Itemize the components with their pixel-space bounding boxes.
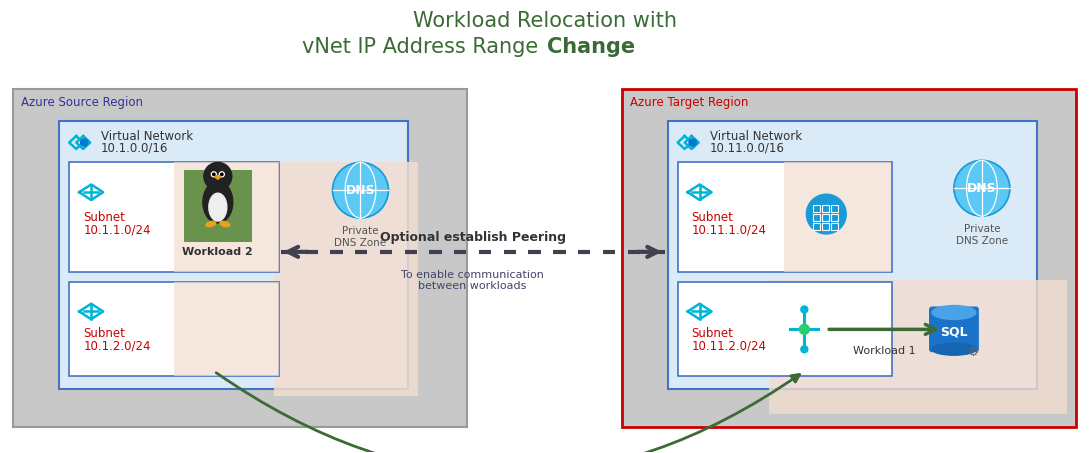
Ellipse shape: [220, 222, 230, 227]
FancyBboxPatch shape: [274, 162, 419, 396]
FancyBboxPatch shape: [678, 162, 892, 272]
Circle shape: [211, 172, 216, 177]
FancyBboxPatch shape: [668, 120, 1037, 389]
FancyBboxPatch shape: [929, 307, 979, 352]
Text: SQL: SQL: [941, 326, 968, 339]
Text: ⚙: ⚙: [968, 346, 980, 359]
Ellipse shape: [206, 222, 216, 227]
FancyBboxPatch shape: [785, 162, 892, 272]
FancyBboxPatch shape: [174, 282, 279, 376]
Text: Subnet: Subnet: [83, 327, 125, 340]
Text: Workload 1: Workload 1: [852, 346, 916, 356]
Text: Subnet: Subnet: [692, 211, 734, 224]
Circle shape: [801, 346, 808, 353]
FancyArrowPatch shape: [216, 373, 799, 453]
Circle shape: [81, 139, 88, 146]
Text: 10.11.0.0/16: 10.11.0.0/16: [710, 142, 785, 155]
Ellipse shape: [209, 193, 227, 221]
Circle shape: [219, 172, 225, 177]
Text: Azure Source Region: Azure Source Region: [22, 96, 144, 109]
Circle shape: [807, 194, 846, 234]
Text: 10.11.2.0/24: 10.11.2.0/24: [692, 340, 766, 353]
FancyBboxPatch shape: [59, 120, 409, 389]
Circle shape: [799, 324, 809, 334]
Text: 10.1.2.0/24: 10.1.2.0/24: [83, 340, 150, 353]
Text: Private
DNS Zone: Private DNS Zone: [335, 226, 387, 248]
Text: Azure Target Region: Azure Target Region: [630, 96, 748, 109]
FancyBboxPatch shape: [770, 280, 1067, 414]
Text: Workload 2: Workload 2: [182, 247, 253, 257]
FancyBboxPatch shape: [184, 170, 252, 242]
Text: Optional establish Peering: Optional establish Peering: [379, 231, 566, 245]
Text: Workload Relocation with: Workload Relocation with: [413, 11, 677, 31]
Text: 10.1.1.0/24: 10.1.1.0/24: [83, 223, 150, 236]
Text: DNS: DNS: [967, 182, 996, 195]
Text: Private
DNS Zone: Private DNS Zone: [956, 224, 1008, 246]
FancyBboxPatch shape: [678, 282, 892, 376]
Text: Virtual Network: Virtual Network: [710, 130, 802, 143]
Wedge shape: [215, 175, 221, 179]
Ellipse shape: [932, 305, 976, 319]
FancyBboxPatch shape: [70, 282, 279, 376]
FancyBboxPatch shape: [621, 89, 1076, 427]
Text: Change: Change: [547, 37, 635, 57]
FancyBboxPatch shape: [13, 89, 468, 427]
Ellipse shape: [203, 181, 233, 223]
Text: 10.11.1.0/24: 10.11.1.0/24: [692, 223, 766, 236]
Circle shape: [954, 160, 1009, 216]
Text: Subnet: Subnet: [692, 327, 734, 340]
Circle shape: [220, 173, 223, 175]
Circle shape: [689, 139, 697, 146]
Text: Subnet: Subnet: [83, 211, 125, 224]
Ellipse shape: [932, 343, 976, 355]
FancyBboxPatch shape: [70, 162, 279, 272]
Text: 10.1.0.0/16: 10.1.0.0/16: [101, 142, 169, 155]
Text: vNet IP Address Range: vNet IP Address Range: [302, 37, 545, 57]
FancyBboxPatch shape: [174, 162, 279, 272]
Circle shape: [204, 162, 232, 190]
Text: Virtual Network: Virtual Network: [101, 130, 193, 143]
Circle shape: [801, 306, 808, 313]
Circle shape: [213, 173, 215, 175]
Text: To enable communication
between workloads: To enable communication between workload…: [401, 270, 544, 291]
Circle shape: [332, 162, 388, 218]
Text: DNS: DNS: [346, 184, 375, 197]
